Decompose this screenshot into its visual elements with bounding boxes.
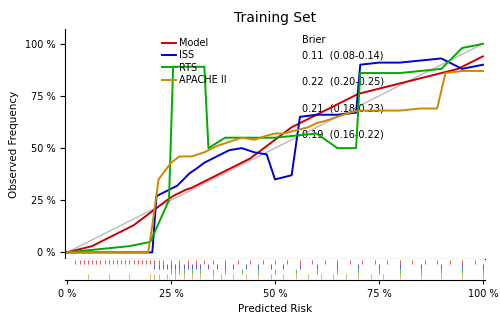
Text: 0.21  (0.18-0.23): 0.21 (0.18-0.23) <box>302 103 384 113</box>
Text: 0.11  (0.08-0.14): 0.11 (0.08-0.14) <box>302 51 384 60</box>
Text: 0.19  (0.16-0.22): 0.19 (0.16-0.22) <box>302 130 384 140</box>
Legend: Model, ISS, RTS, APACHE II: Model, ISS, RTS, APACHE II <box>158 34 231 89</box>
X-axis label: Predicted Risk: Predicted Risk <box>238 304 312 314</box>
Y-axis label: Observed Frequency: Observed Frequency <box>9 90 19 198</box>
Text: Brier: Brier <box>302 35 326 45</box>
Text: 0.22  (0.20-0.25): 0.22 (0.20-0.25) <box>302 77 384 87</box>
Title: Training Set: Training Set <box>234 11 316 25</box>
